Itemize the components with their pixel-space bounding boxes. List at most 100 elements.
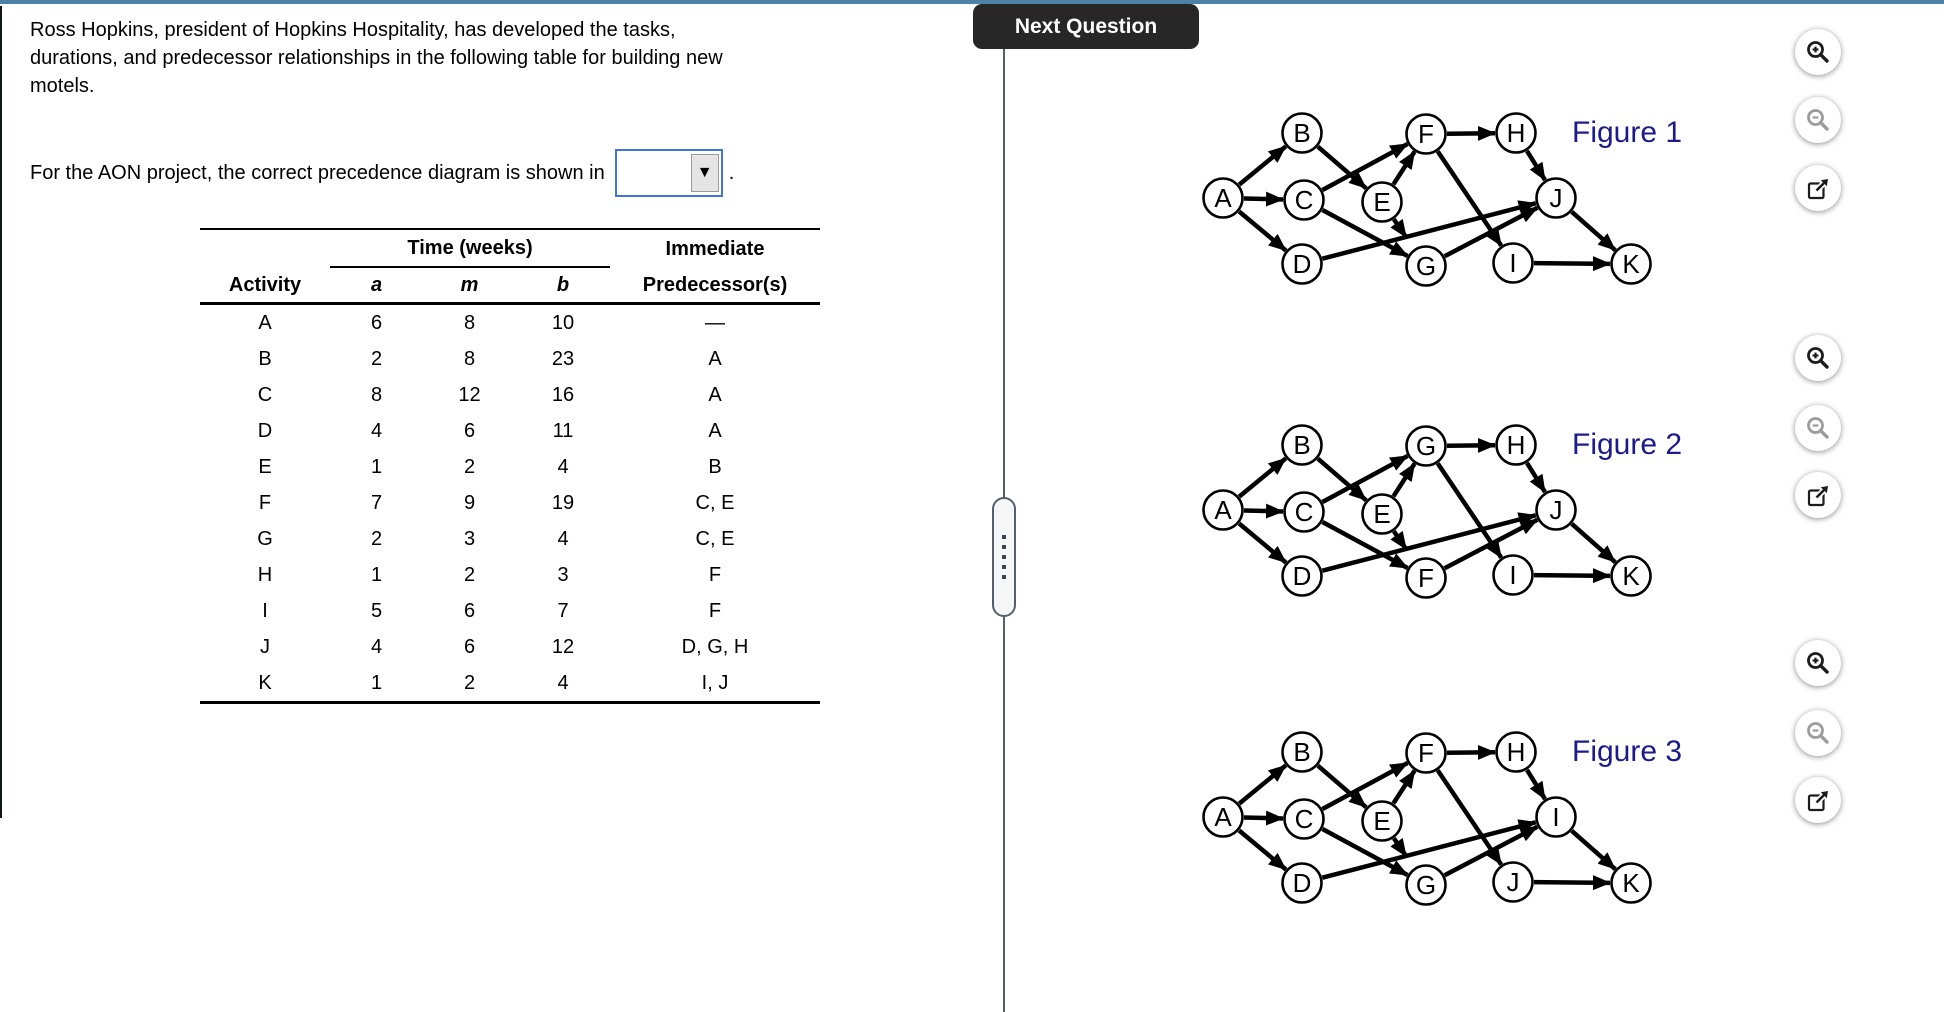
node-K: K: [1610, 862, 1652, 904]
cell-predecessors: F: [708, 563, 722, 586]
cell-activity: C: [257, 383, 273, 406]
edge-D-J: [1321, 200, 1537, 261]
cell-activity: D: [257, 419, 273, 442]
zoom-in-button-figure-3[interactable]: [1795, 640, 1841, 686]
cell-m: 6: [463, 635, 476, 658]
header-activity: Activity: [228, 273, 302, 296]
node-E: E: [1361, 800, 1403, 842]
edge-D-J: [1321, 512, 1537, 573]
node-F: F: [1405, 732, 1447, 774]
cell-b: 4: [557, 527, 569, 550]
node-label: D: [1293, 561, 1312, 591]
open-external-button-figure-2[interactable]: [1795, 472, 1841, 518]
open-external-button-figure-1[interactable]: [1795, 165, 1841, 211]
edge-A-C: [1243, 191, 1285, 207]
figure-1: B F H A C E J D G I K Figure 1: [1180, 80, 1760, 310]
node-D: D: [1281, 862, 1323, 904]
node-A: A: [1202, 796, 1244, 838]
edge-E-F: [1391, 150, 1417, 186]
zoom-out-button-figure-1[interactable]: [1795, 97, 1841, 143]
edge-G-H: [1446, 437, 1497, 453]
cell-a: 7: [370, 491, 383, 514]
next-question-button[interactable]: Next Question: [973, 4, 1199, 49]
edge-A-D: [1237, 209, 1288, 253]
edge-C-F: [1321, 761, 1409, 811]
edge-A-B: [1237, 456, 1288, 499]
edge-H-I: [1525, 768, 1547, 801]
cell-b: 16: [551, 383, 575, 406]
header-a: a: [370, 273, 383, 296]
zoom-in-button-figure-2[interactable]: [1795, 335, 1841, 381]
zoom-out-button-figure-3[interactable]: [1795, 710, 1841, 756]
figure-1-diagram: B F H A C E J D G I K Figure 1: [1202, 112, 1682, 287]
edge-A-D: [1237, 521, 1288, 565]
cell-predecessors: B: [708, 455, 722, 478]
edge-F-J: [1443, 517, 1539, 571]
node-label: H: [1507, 737, 1526, 767]
node-G: G: [1405, 425, 1447, 467]
edge-I-K: [1533, 568, 1612, 584]
cell-a: 1: [370, 455, 383, 478]
edge-C-F: [1321, 142, 1409, 192]
cell-activity: K: [258, 671, 272, 694]
cell-m: 2: [463, 671, 476, 694]
answer-dropdown[interactable]: ▼: [614, 149, 723, 197]
cell-b: 4: [557, 455, 569, 478]
edge-A-B: [1237, 144, 1288, 187]
node-A: A: [1202, 177, 1244, 219]
edge-C-G: [1321, 827, 1409, 877]
node-E: E: [1361, 493, 1403, 535]
node-J: J: [1535, 489, 1577, 531]
cell-b: 12: [551, 635, 575, 658]
edge-D-I: [1321, 819, 1537, 880]
external-link-icon: [1807, 176, 1830, 199]
edge-H-J: [1525, 461, 1547, 494]
zoom-in-icon: [1806, 346, 1829, 369]
zoom-out-icon: [1806, 108, 1829, 131]
node-label: A: [1214, 183, 1232, 213]
open-external-button-figure-3[interactable]: [1795, 777, 1841, 823]
node-label: F: [1418, 563, 1434, 593]
node-label: J: [1550, 183, 1563, 213]
handle-dot: [1002, 565, 1006, 569]
node-label: A: [1214, 802, 1232, 832]
cell-activity: H: [257, 563, 273, 586]
cell-b: 7: [557, 599, 569, 622]
node-J: J: [1492, 861, 1534, 903]
col-group-header: Time (weeks): [330, 230, 610, 268]
handle-dot: [1002, 555, 1006, 559]
node-label: E: [1373, 187, 1390, 217]
edge-G-J: [1443, 205, 1539, 259]
header-immediate: Immediate: [665, 237, 765, 260]
external-link-icon: [1807, 483, 1830, 506]
edge-J-K: [1570, 522, 1617, 564]
node-F: F: [1405, 113, 1447, 155]
zoom-in-button-figure-1[interactable]: [1795, 29, 1841, 75]
edge-C-G: [1321, 454, 1409, 504]
question-line: For the AON project, the correct precede…: [30, 149, 734, 197]
question-period: .: [728, 161, 735, 184]
table-rule: [200, 228, 820, 230]
node-label: F: [1418, 738, 1434, 768]
edge-F-H: [1446, 125, 1497, 141]
cell-b: 4: [557, 671, 569, 694]
cell-predecessors: —: [705, 311, 725, 334]
edge-E-F: [1391, 769, 1417, 805]
divider-handle[interactable]: [992, 497, 1016, 617]
zoom-out-button-figure-2[interactable]: [1795, 405, 1841, 451]
cell-m: 12: [458, 383, 481, 406]
cell-activity: J: [260, 635, 270, 658]
cell-predecessors: C, E: [695, 491, 735, 514]
node-label: K: [1622, 561, 1640, 591]
dropdown-arrow-button[interactable]: ▼: [690, 154, 719, 192]
cell-m: 3: [463, 527, 476, 550]
figure-3-diagram: B F H A C E I D G J K Figure 3: [1202, 731, 1682, 906]
edge-A-B: [1237, 763, 1288, 806]
cell-a: 8: [370, 383, 383, 406]
edge-B-E: [1316, 145, 1368, 190]
figure-label: Figure 2: [1572, 428, 1682, 461]
external-link-icon: [1807, 788, 1830, 811]
edge-E-G: [1391, 462, 1417, 498]
edge-G-I: [1443, 824, 1539, 878]
